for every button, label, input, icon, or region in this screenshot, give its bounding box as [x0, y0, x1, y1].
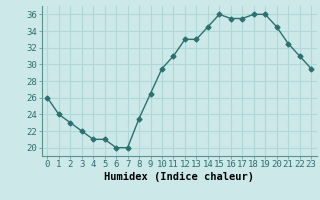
X-axis label: Humidex (Indice chaleur): Humidex (Indice chaleur) — [104, 172, 254, 182]
